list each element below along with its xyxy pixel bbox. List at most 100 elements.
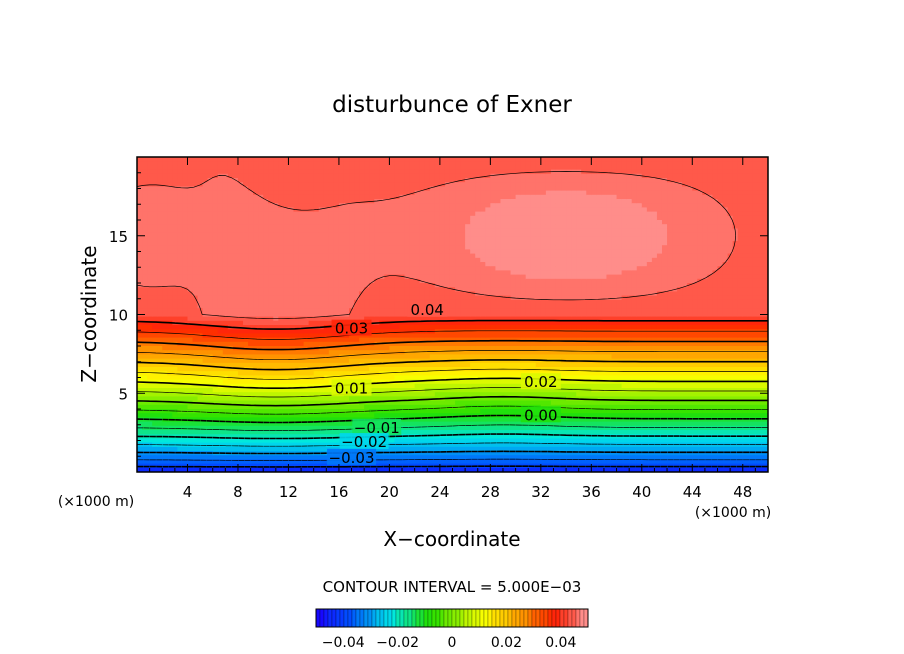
colorbar-swatch [539, 608, 545, 628]
contour-line [137, 339, 768, 351]
colorbar-swatch [551, 608, 557, 628]
contour-label: 0.03 [335, 320, 368, 338]
colorbar-swatch [395, 608, 401, 628]
colorbar [315, 608, 589, 628]
colorbar-swatch [427, 608, 433, 628]
x-axis-ticks: 4 8 12 16 20 24 28 32 36 40 44 48 [149, 157, 756, 501]
y-axis-ticks: 5 10 15 [109, 172, 768, 457]
colorbar-swatch [435, 608, 441, 628]
colorbar-swatch [415, 608, 421, 628]
colorbar-swatch [483, 608, 489, 628]
colorbar-swatch [515, 608, 521, 628]
x-tick-label: 8 [233, 483, 243, 501]
x-tick-label: 36 [582, 483, 601, 501]
x-tick-label: 24 [430, 483, 449, 501]
colorbar-swatch [411, 608, 417, 628]
y-axis-unit: (×1000 m) [58, 494, 134, 510]
contour-line [137, 424, 768, 431]
x-axis-unit: (×1000 m) [695, 505, 771, 521]
colorbar-swatch [571, 608, 577, 628]
colorbar-ticks: −0.04 −0.02 0 0.02 0.04 [322, 635, 577, 651]
x-tick-label: 20 [380, 483, 399, 501]
colorbar-swatch [355, 608, 361, 628]
x-tick-label: 44 [683, 483, 702, 501]
colorbar-swatch [351, 608, 357, 628]
colorbar-swatch [463, 608, 469, 628]
colorbar-swatch [383, 608, 389, 628]
colorbar-swatch [407, 608, 413, 628]
colorbar-swatch [391, 608, 397, 628]
colorbar-swatch [563, 608, 569, 628]
y-tick-label: 10 [109, 307, 128, 325]
contour-line [137, 465, 768, 468]
contour-interval-note: CONTOUR INTERVAL = 5.000E−03 [323, 578, 582, 596]
contour-label: −0.02 [341, 433, 387, 451]
x-tick-label: 12 [279, 483, 298, 501]
colorbar-swatch [567, 608, 573, 628]
colorbar-swatch [387, 608, 393, 628]
colorbar-swatch [399, 608, 405, 628]
contour-label: 0.04 [411, 301, 444, 319]
colorbar-swatch [319, 608, 325, 628]
colorbar-swatch [555, 608, 561, 628]
colorbar-swatch [499, 608, 505, 628]
x-tick-label: 28 [481, 483, 500, 501]
colorbar-tick-label: 0.04 [545, 635, 576, 651]
colorbar-swatch [495, 608, 501, 628]
contour-line [137, 368, 768, 380]
colorbar-swatch [455, 608, 461, 628]
colorbar-swatch [343, 608, 349, 628]
contour-label: −0.01 [354, 419, 400, 437]
colorbar-swatch [347, 608, 353, 628]
contour-line [137, 395, 768, 407]
colorbar-swatch [375, 608, 381, 628]
x-tick-label: 40 [632, 483, 651, 501]
colorbar-swatch [403, 608, 409, 628]
colorbar-swatch [487, 608, 493, 628]
colorbar-swatch [367, 608, 373, 628]
colorbar-tick-label: 0 [448, 635, 457, 651]
colorbar-swatch [519, 608, 525, 628]
contour-line [137, 171, 736, 320]
colorbar-tick-label: 0.02 [491, 635, 522, 651]
colorbar-swatch [535, 608, 541, 628]
plot-area: 0.04 0.03 0.02 0.01 0.00 −0.01−0.02−0.03 [137, 157, 768, 472]
color-fill-field [137, 157, 768, 472]
colorbar-swatch [527, 608, 533, 628]
colorbar-swatch [511, 608, 517, 628]
contour-label: 0.02 [524, 373, 557, 391]
colorbar-swatch [431, 608, 437, 628]
colorbar-swatch [479, 608, 485, 628]
colorbar-swatch [359, 608, 365, 628]
colorbar-tick-label: −0.02 [376, 635, 419, 651]
colorbar-tick-label: −0.04 [322, 635, 365, 651]
colorbar-swatch [335, 608, 341, 628]
colorbar-swatch [371, 608, 377, 628]
contour-label-bg [327, 448, 377, 465]
colorbar-swatch [471, 608, 477, 628]
colorbar-swatch [447, 608, 453, 628]
colorbar-swatch [443, 608, 449, 628]
contour-line [137, 350, 768, 361]
x-tick-label: 4 [183, 483, 193, 501]
colorbar-swatch [543, 608, 549, 628]
colorbar-swatch [575, 608, 581, 628]
contour-line [137, 359, 768, 371]
colorbar-swatch [523, 608, 529, 628]
x-tick-label: 16 [329, 483, 348, 501]
x-tick-label: 32 [531, 483, 550, 501]
colorbar-swatch [451, 608, 457, 628]
colorbar-swatch [475, 608, 481, 628]
y-tick-label: 15 [109, 228, 128, 246]
x-tick-label: 48 [733, 483, 752, 501]
colorbar-swatch [531, 608, 537, 628]
contour-lines [137, 171, 768, 472]
colorbar-swatch [507, 608, 513, 628]
contour-label: 0.01 [335, 380, 368, 398]
contour-label-bg [520, 406, 561, 423]
contour-label-bg [407, 300, 448, 317]
colorbar-swatch [547, 608, 553, 628]
contour-label-bg [331, 319, 372, 336]
y-axis-label: Z−coordinate [77, 245, 101, 382]
